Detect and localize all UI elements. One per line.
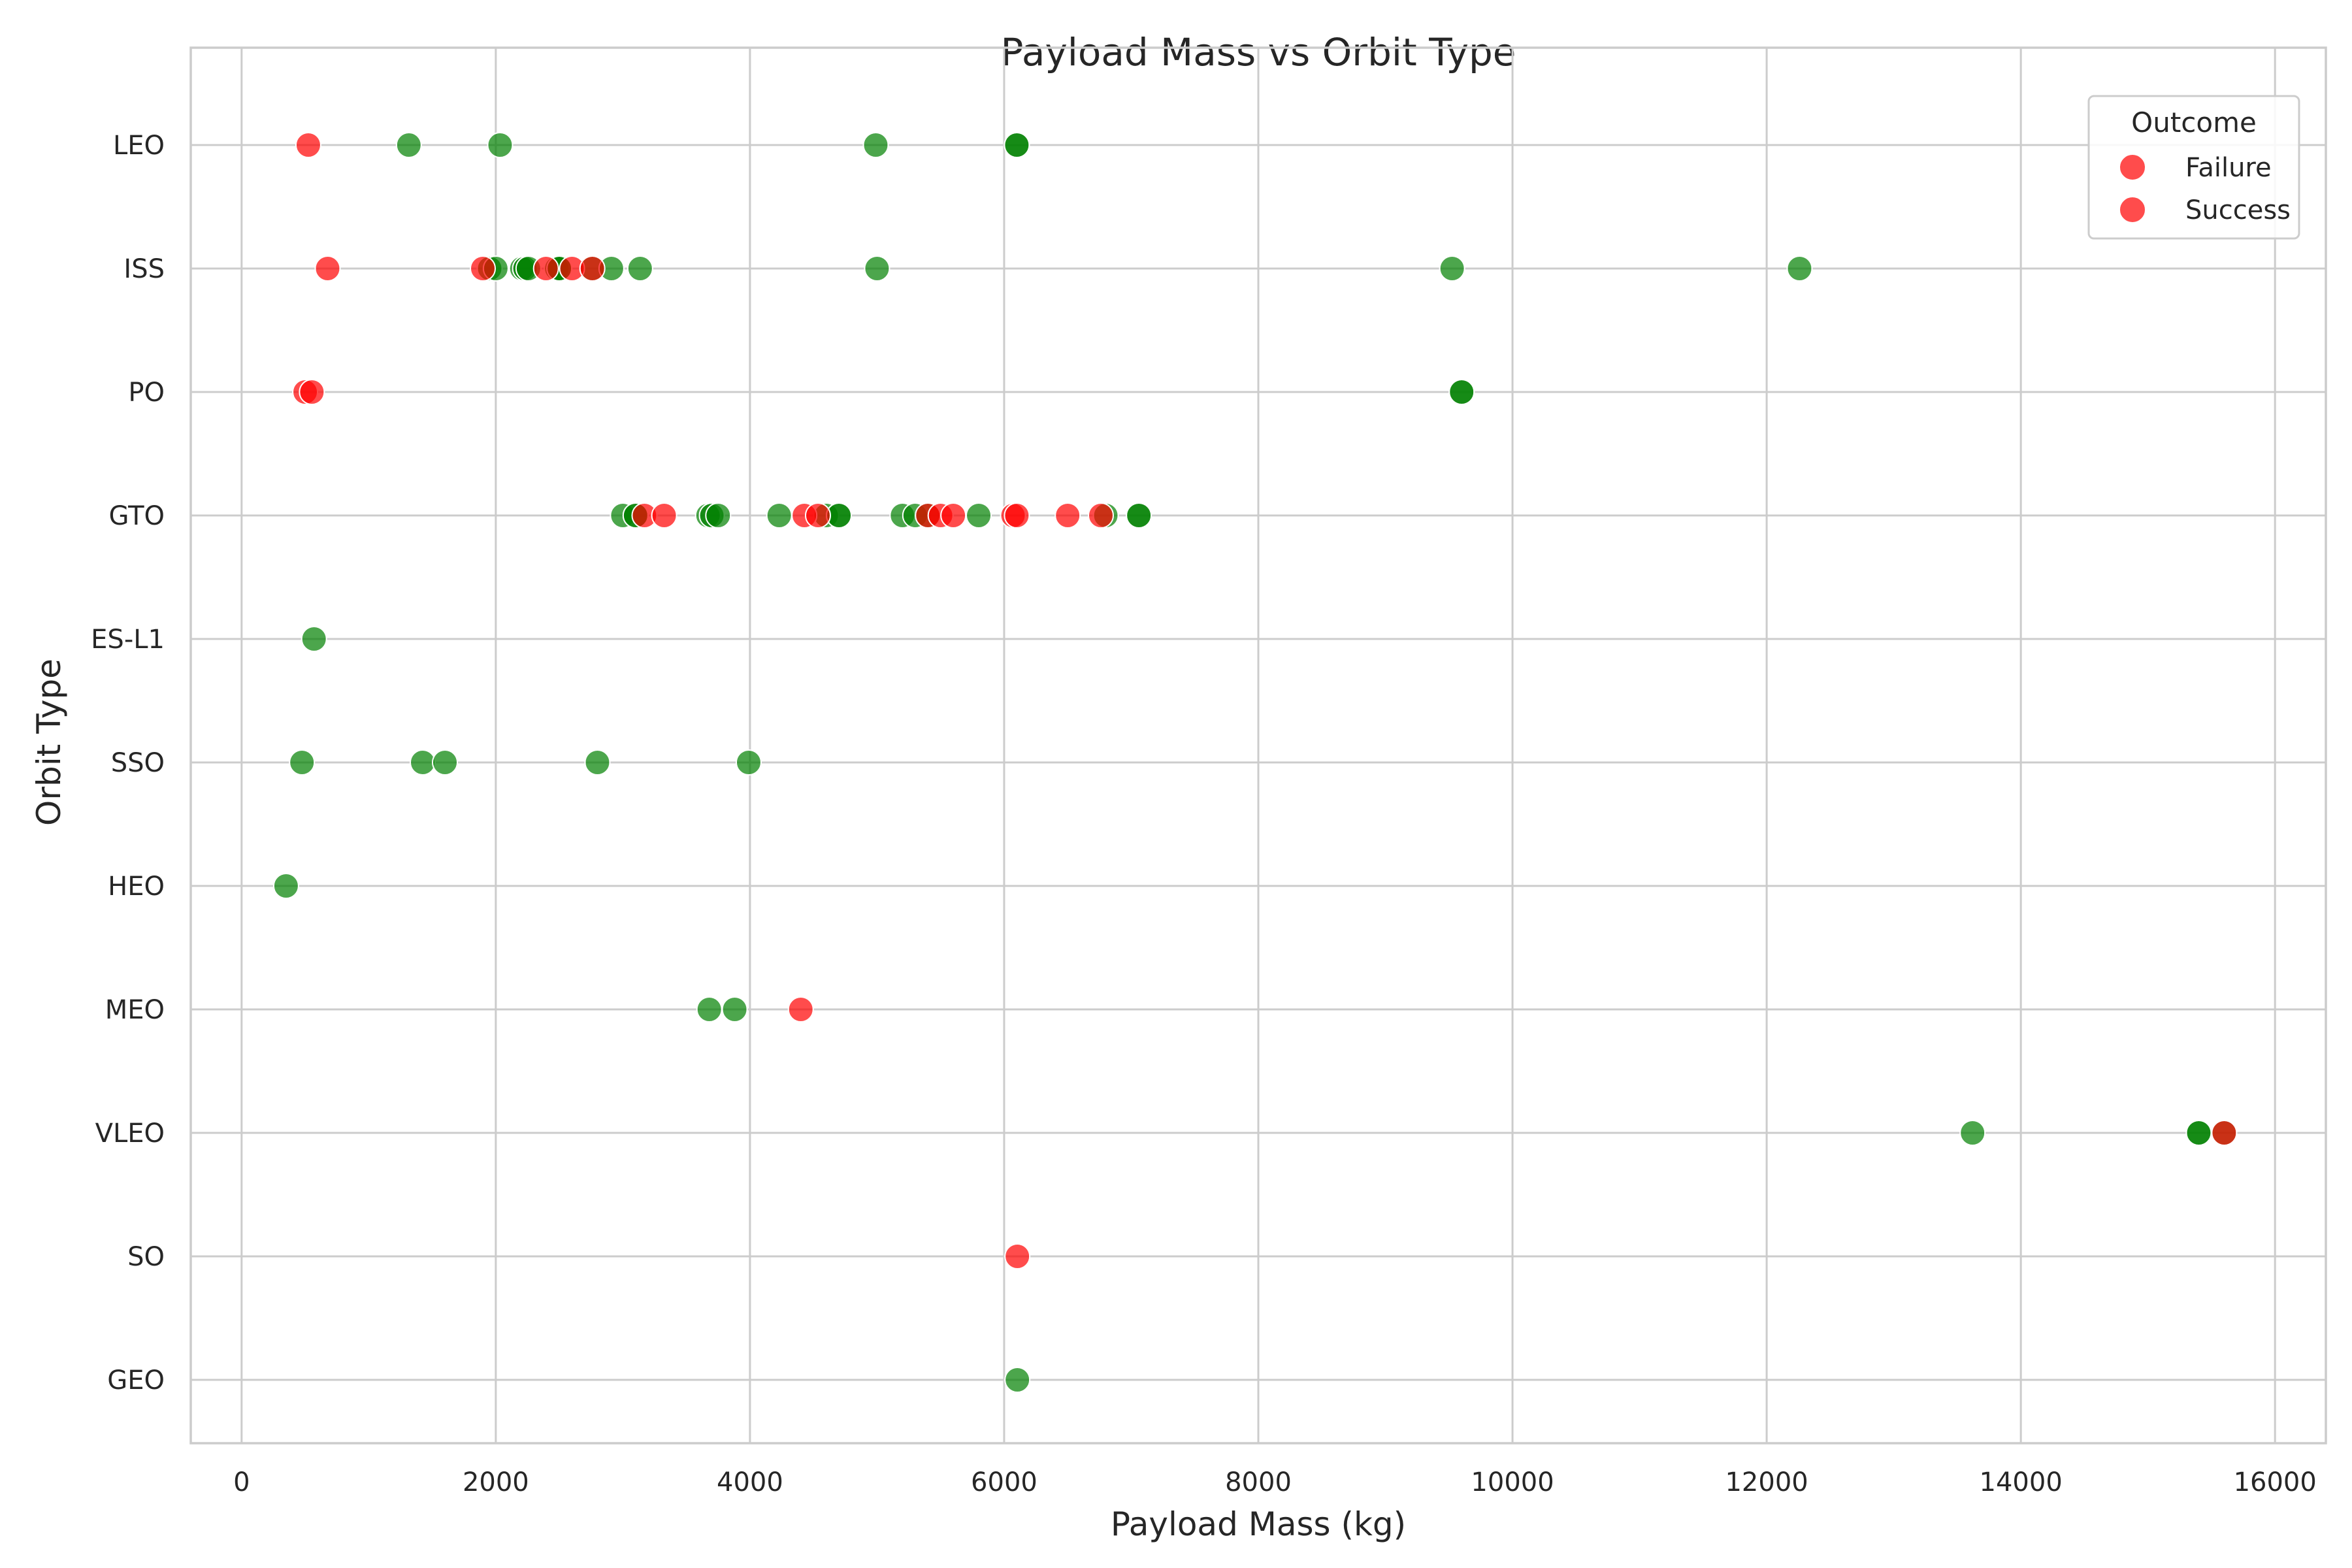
data-point-success xyxy=(705,502,732,529)
data-point-success xyxy=(1126,502,1152,529)
y-tick-label: VLEO xyxy=(95,1119,165,1149)
data-point-success xyxy=(696,996,723,1022)
y-tick-label: SSO xyxy=(111,748,165,778)
data-point-success xyxy=(966,502,992,529)
data-point-failure xyxy=(940,502,967,529)
data-point-failure xyxy=(651,502,678,529)
legend-marker-success xyxy=(2119,196,2146,223)
y-tick-labels: LEO ISS PO GTO ES-L1 SSO HEO MEO VLEO SO GEO xyxy=(91,131,165,1396)
x-tick-label: 2000 xyxy=(463,1467,529,1497)
data-point-success xyxy=(2185,1120,2212,1146)
data-point-success xyxy=(766,502,792,529)
y-tick-label: LEO xyxy=(113,131,165,161)
data-point-failure xyxy=(787,996,814,1022)
y-tick-label: GTO xyxy=(109,501,165,531)
data-point-success xyxy=(584,749,611,776)
x-axis-label: Payload Mass (kg) xyxy=(1111,1505,1406,1543)
legend: Outcome Failure Success xyxy=(2087,95,2300,240)
data-point-success xyxy=(1959,1120,1986,1146)
data-point-success xyxy=(395,132,422,158)
data-point-success xyxy=(1004,132,1030,158)
data-point-failure xyxy=(804,502,831,529)
data-point-success xyxy=(735,749,762,776)
data-point-failure xyxy=(2211,1120,2238,1146)
legend-marker-failure xyxy=(2119,154,2146,181)
data-point-success xyxy=(301,626,327,652)
plot-frame xyxy=(189,46,2327,1445)
data-point-success xyxy=(862,132,889,158)
data-point-success xyxy=(289,749,316,776)
data-point-failure xyxy=(314,255,341,282)
data-point-failure xyxy=(1004,502,1030,529)
x-tick-label: 6000 xyxy=(971,1467,1037,1497)
x-tick-label: 0 xyxy=(233,1467,250,1497)
data-point-failure xyxy=(1087,502,1114,529)
data-point-failure xyxy=(1004,1243,1031,1269)
data-point-success xyxy=(721,996,748,1022)
x-tick-labels: 0 2000 4000 6000 8000 10000 12000 14000 16000 xyxy=(233,1467,2317,1497)
grid-layer xyxy=(191,48,2326,1443)
x-tick-label: 4000 xyxy=(717,1467,783,1497)
data-point-success xyxy=(1786,255,1813,282)
data-point-success xyxy=(1439,255,1465,282)
data-point-success xyxy=(1448,379,1475,405)
legend-label-failure: Failure xyxy=(2185,153,2272,183)
y-tick-label: MEO xyxy=(105,995,165,1025)
x-tick-label: 12000 xyxy=(1725,1467,1808,1497)
y-tick-label: SO xyxy=(127,1242,165,1272)
data-point-success xyxy=(487,132,514,158)
x-tick-label: 14000 xyxy=(1980,1467,2063,1497)
y-tick-label: HEO xyxy=(108,872,165,902)
legend-title: Outcome xyxy=(2131,106,2257,139)
data-point-success xyxy=(272,873,299,899)
data-point-failure xyxy=(295,132,321,158)
data-points xyxy=(272,132,2238,1393)
data-point-failure xyxy=(299,379,325,405)
data-point-success xyxy=(627,255,653,282)
data-point-failure xyxy=(470,255,497,282)
y-tick-label: ISS xyxy=(123,254,165,284)
y-tick-label: ES-L1 xyxy=(91,625,165,655)
y-tick-label: PO xyxy=(128,378,165,408)
data-point-failure xyxy=(532,255,559,282)
legend-label-success: Success xyxy=(2185,195,2291,225)
y-tick-label: GEO xyxy=(107,1365,165,1396)
data-point-success xyxy=(432,749,459,776)
data-point-success xyxy=(410,749,436,776)
x-tick-label: 16000 xyxy=(2234,1467,2317,1497)
x-tick-label: 8000 xyxy=(1225,1467,1292,1497)
data-point-success xyxy=(1004,1367,1031,1393)
data-point-failure xyxy=(1054,502,1081,529)
data-point-success xyxy=(864,255,890,282)
data-point-failure xyxy=(579,255,606,282)
x-tick-label: 10000 xyxy=(1471,1467,1554,1497)
y-axis-label: Orbit Type xyxy=(30,659,68,826)
